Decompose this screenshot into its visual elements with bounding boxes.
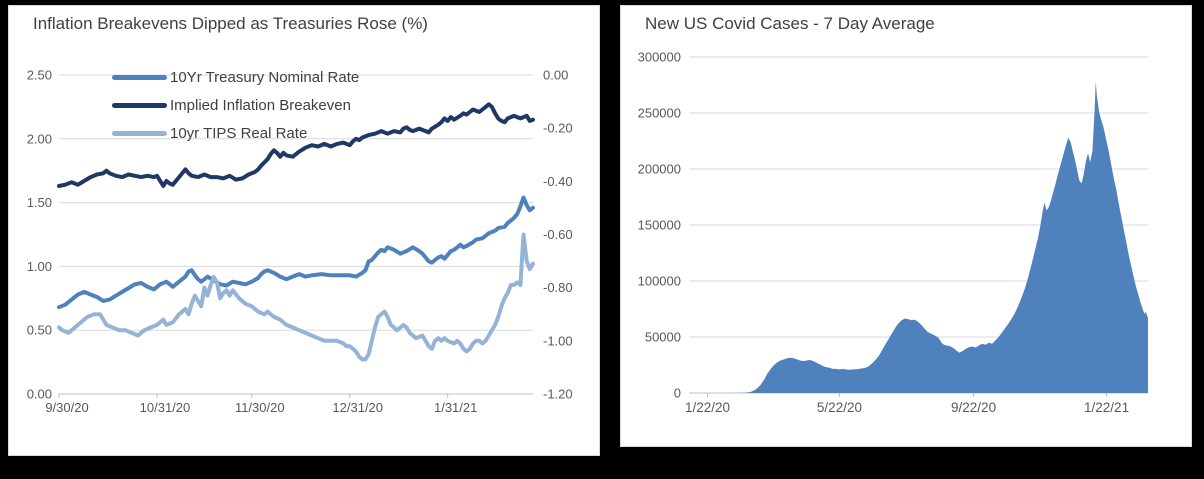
legend-item-tips: 10yr TIPS Real Rate <box>112 119 359 147</box>
series-line-2 <box>57 232 535 362</box>
covid-chart-panel: New US Covid Cases - 7 Day Average 30000… <box>620 5 1192 447</box>
right-axis-tick-label: -0.80 <box>543 280 573 295</box>
legend-label-nominal: 10Yr Treasury Nominal Rate <box>170 68 360 86</box>
y-axis-tick-label: 0 <box>674 386 681 401</box>
left-axis-tick-label: 2.50 <box>27 68 52 83</box>
y-axis-tick-label: 150000 <box>638 218 681 233</box>
left-axis-tick-label: 0.00 <box>27 387 52 402</box>
series-line-1 <box>57 102 535 188</box>
left-axis-tick-label: 1.50 <box>27 195 52 210</box>
inflation-chart-panel: Inflation Breakevens Dipped as Treasurie… <box>8 5 600 456</box>
left-axis-tick-label: 2.00 <box>27 131 52 146</box>
left-axis-tick-label: 0.50 <box>27 323 52 338</box>
y-axis-tick-label: 300000 <box>638 50 681 65</box>
x-axis-tick-label: 9/22/20 <box>951 400 996 415</box>
x-axis-tick-label: 5/22/20 <box>817 400 862 415</box>
y-axis-tick-label: 50000 <box>645 330 681 345</box>
x-axis-tick-label: 1/22/20 <box>685 400 730 415</box>
y-axis-tick-label: 250000 <box>638 106 681 121</box>
right-axis-tick-label: -0.60 <box>543 227 573 242</box>
legend-label-breakeven: Implied Inflation Breakeven <box>170 96 351 114</box>
right-axis-tick-label: -0.20 <box>543 121 573 136</box>
x-axis-tick-label: 11/30/20 <box>235 400 285 415</box>
inflation-chart-plot: 2.50 2.00 1.50 1.00 0.50 0.00 0.00 -0.20 -0.40 -0… <box>27 68 573 416</box>
x-axis-tick-label: 9/30/20 <box>45 400 88 415</box>
right-axis-tick-label: -0.40 <box>543 174 573 189</box>
covid-cases-area-series <box>689 81 1148 393</box>
x-axis-tick-label: 1/31/21 <box>434 400 477 415</box>
covid-chart-plot: 300000 250000 200000 150000 100000 50000 0 1/22… <box>638 50 1148 415</box>
y-axis-tick-label: 100000 <box>638 274 681 289</box>
series-line-0 <box>57 195 535 310</box>
right-axis-tick-label: -1.00 <box>543 333 573 348</box>
breakeven-line-swatch <box>112 102 167 108</box>
right-axis-tick-label: -1.20 <box>543 387 573 402</box>
x-axis-tick-label: 12/31/20 <box>332 400 383 415</box>
legend-label-tips: 10yr TIPS Real Rate <box>170 124 308 142</box>
tips-line-swatch <box>112 130 167 136</box>
inflation-chart-title: Inflation Breakevens Dipped as Treasurie… <box>33 14 428 33</box>
left-axis-tick-label: 1.00 <box>27 259 52 274</box>
x-axis-tick-label: 10/31/20 <box>140 400 191 415</box>
right-axis-tick-label: 0.00 <box>543 68 568 83</box>
legend-item-breakeven: Implied Inflation Breakeven <box>112 91 359 119</box>
y-axis-tick-label: 200000 <box>638 162 681 177</box>
x-axis-tick-label: 1/22/21 <box>1084 400 1129 415</box>
covid-chart-title: New US Covid Cases - 7 Day Average <box>645 14 935 33</box>
nominal-rate-line-swatch <box>112 74 167 80</box>
legend-item-nominal: 10Yr Treasury Nominal Rate <box>112 63 359 91</box>
inflation-chart-legend: 10Yr Treasury Nominal Rate Implied Infla… <box>112 63 359 147</box>
